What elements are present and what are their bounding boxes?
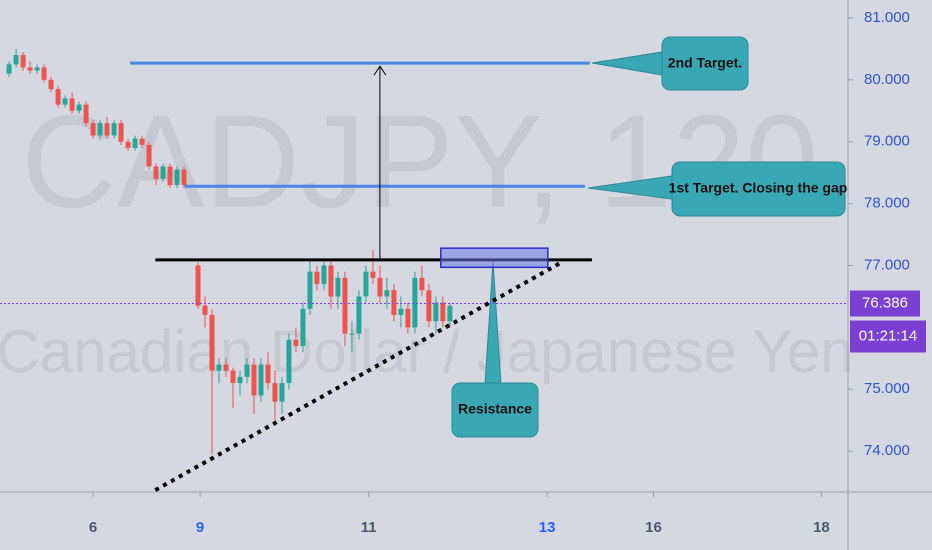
candle-body [20, 55, 26, 68]
candle-body [181, 169, 187, 186]
candle-body [426, 290, 432, 322]
arrow-head [373, 65, 387, 76]
candle-body [62, 98, 68, 105]
last-price-label: 76.386 [862, 294, 908, 311]
y-tick-label: 80.000 [864, 71, 910, 88]
x-tick-label: 13 [539, 519, 556, 536]
y-tick-label: 81.000 [864, 9, 910, 26]
y-tick-label: 78.000 [864, 195, 910, 212]
callout [661, 36, 749, 91]
candle-body [223, 364, 229, 371]
candle-body [48, 79, 54, 90]
candle-body [321, 265, 327, 285]
candle-body [41, 67, 47, 80]
candle-body [398, 308, 404, 316]
callout-text: Resistance [458, 401, 532, 417]
candle-body [118, 123, 124, 142]
candle-body [34, 67, 40, 71]
candle-body [363, 271, 369, 297]
candle-body [405, 308, 411, 328]
candle-body [69, 98, 75, 111]
callout [671, 161, 846, 217]
candle-body [6, 64, 12, 74]
candle-body [104, 123, 110, 136]
candle-body [335, 277, 341, 297]
resistance-box [440, 247, 549, 269]
countdown-box [850, 320, 926, 353]
candle-body [244, 364, 250, 377]
candle-body [328, 265, 334, 297]
candle-body [384, 290, 390, 297]
x-tick-label: 16 [645, 519, 662, 536]
candle-body [111, 123, 117, 136]
callout-text: 1st Target. Closing the gap [669, 180, 848, 196]
candle-body [146, 144, 152, 167]
callout-text: 2nd Target. [668, 55, 742, 71]
watermark-subtitle: Canadian Dollar / Japanese Yen [0, 318, 854, 385]
candle-body [293, 339, 299, 346]
candle-body [27, 67, 33, 71]
candle-body [125, 141, 131, 148]
candle-body [174, 169, 180, 186]
candle-body [209, 315, 215, 371]
x-tick-label: 9 [196, 519, 204, 536]
candle-body [342, 277, 348, 334]
callout [451, 382, 539, 438]
x-tick-label: 6 [89, 519, 97, 536]
candle-body [307, 271, 313, 309]
candle-body [251, 364, 257, 396]
trend-line [154, 260, 564, 492]
candle-body [153, 166, 159, 179]
candle-body [97, 123, 103, 136]
last-price-box [850, 290, 920, 317]
candle-body [272, 383, 278, 402]
marks [6, 48, 453, 455]
y-tick-label: 79.000 [864, 133, 910, 150]
candle-body [160, 166, 166, 179]
candle-body [76, 104, 82, 111]
x-tick-label: 18 [813, 519, 830, 536]
candle-body [55, 89, 61, 105]
candle-body [139, 138, 145, 145]
candle-body [377, 277, 383, 297]
candle-body [349, 333, 355, 335]
candle-body [230, 370, 236, 384]
candle-body [370, 271, 376, 278]
countdown-label: 01:21:14 [859, 327, 917, 344]
candle-body [447, 305, 453, 322]
y-tick-label: 74.000 [864, 442, 910, 459]
candle-body [286, 339, 292, 384]
candle-body [237, 376, 243, 384]
candle-body [167, 166, 173, 186]
candle-body [132, 138, 138, 148]
candle-body [265, 364, 271, 384]
candle-body [202, 305, 208, 316]
candle-body [83, 104, 89, 124]
candle-body [440, 302, 446, 322]
y-tick-label: 75.000 [864, 380, 910, 397]
candle-body [13, 55, 19, 65]
candle-body [391, 290, 397, 316]
candle-body [433, 302, 439, 322]
candle-body [419, 277, 425, 291]
x-tick-label: 11 [361, 519, 377, 536]
candle-body [195, 265, 201, 306]
candle-body [216, 364, 222, 371]
candle-body [279, 383, 285, 402]
candle-body [314, 271, 320, 285]
candle-body [412, 277, 418, 328]
candle-body [90, 123, 96, 136]
candle-body [258, 364, 264, 396]
y-tick-label: 77.000 [864, 256, 910, 273]
candle-body [356, 296, 362, 334]
candle-body [300, 308, 306, 346]
